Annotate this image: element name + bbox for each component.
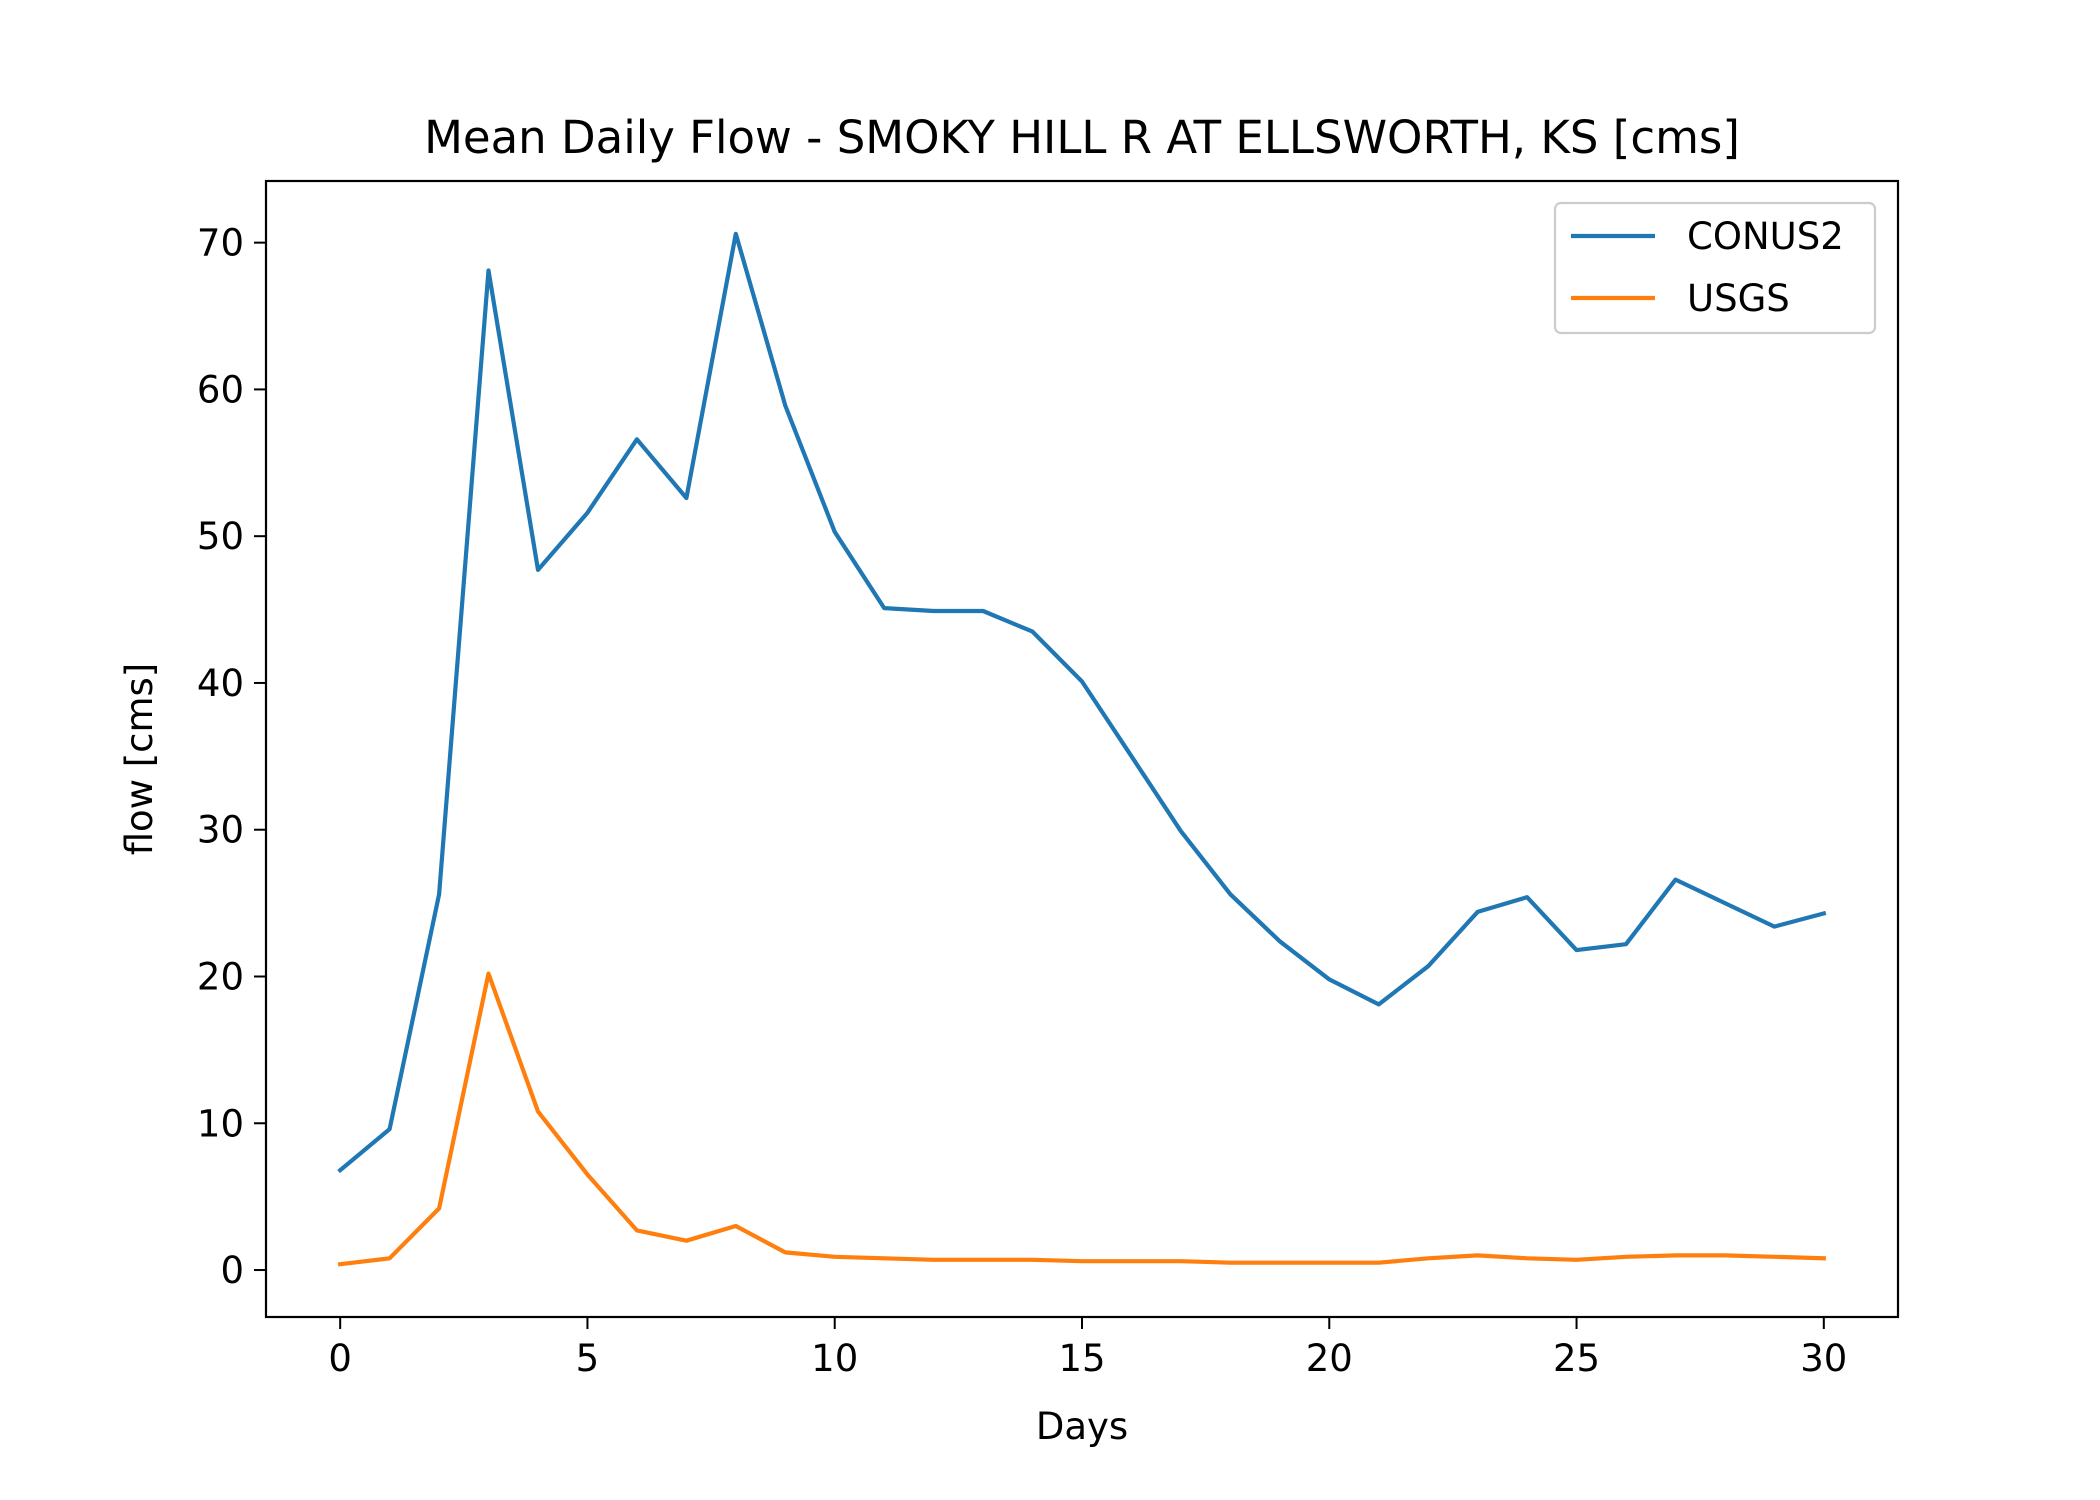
y-tick-label: 60	[197, 368, 244, 411]
x-tick-label: 25	[1553, 1337, 1600, 1380]
x-tick-label: 30	[1800, 1337, 1847, 1380]
legend: CONUS2 USGS	[1553, 201, 1877, 335]
y-tick-label: 40	[197, 662, 244, 705]
axis-ticks: 0 5 10 15 20 25 30 0 10 20 30 40 50 60 70	[197, 222, 1847, 1380]
legend-label-usgs: USGS	[1687, 277, 1790, 320]
x-tick-label: 15	[1058, 1337, 1105, 1380]
y-tick-label: 70	[197, 222, 244, 265]
y-tick-label: 10	[197, 1102, 244, 1145]
y-tick-label: 0	[220, 1249, 244, 1292]
legend-label-conus2: CONUS2	[1687, 215, 1844, 258]
x-axis-label: Days	[1036, 1405, 1128, 1448]
x-tick-label: 20	[1306, 1337, 1353, 1380]
y-tick-label: 20	[197, 955, 244, 998]
y-tick-label: 50	[197, 515, 244, 558]
x-tick-label: 10	[811, 1337, 858, 1380]
y-axis-label: flow [cms]	[118, 663, 161, 856]
series-line-conus2	[337, 231, 1827, 1174]
x-tick-label: 5	[576, 1337, 600, 1380]
y-tick-label: 30	[197, 809, 244, 852]
chart-title: Mean Daily Flow - SMOKY HILL R AT ELLSWO…	[424, 111, 1740, 164]
x-tick-label: 0	[328, 1337, 352, 1380]
series-line-usgs	[337, 971, 1826, 1267]
